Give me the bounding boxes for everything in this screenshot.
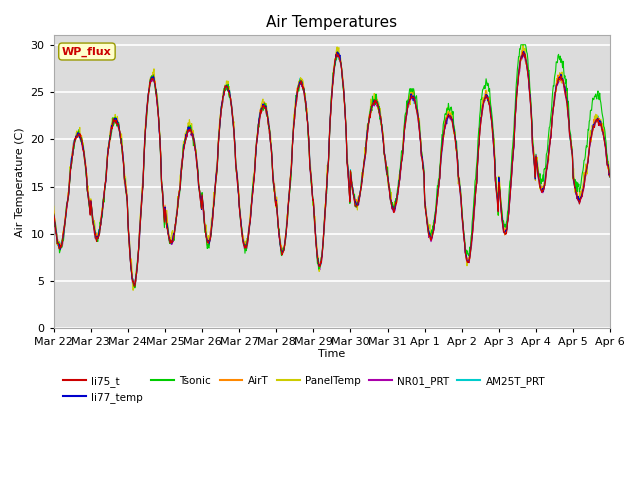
Text: WP_flux: WP_flux (62, 47, 112, 57)
Title: Air Temperatures: Air Temperatures (266, 15, 397, 30)
Y-axis label: Air Temperature (C): Air Temperature (C) (15, 127, 25, 237)
X-axis label: Time: Time (318, 349, 346, 359)
Legend: li75_t, li77_temp, Tsonic, AirT, PanelTemp, NR01_PRT, AM25T_PRT: li75_t, li77_temp, Tsonic, AirT, PanelTe… (59, 372, 549, 407)
